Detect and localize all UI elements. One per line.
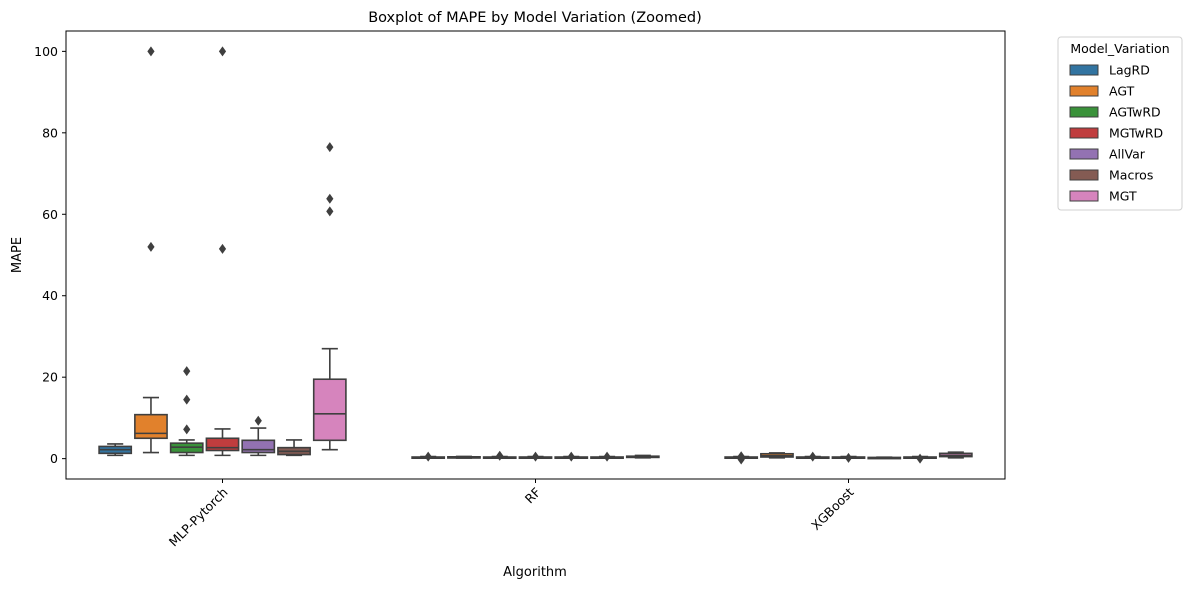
box-Macros-RF [590,451,624,462]
box-MGT-XGBoost [938,451,973,459]
box-AGTwRD-MLP-Pytorch [169,366,204,457]
box-MGTwRD-RF [518,451,553,462]
legend-item-Macros: Macros [1109,168,1153,183]
outlier-point [531,451,540,462]
legend-swatch-AGTwRD [1069,106,1099,118]
box-LagRD-XGBoost [724,451,759,465]
x-tick-label: MLP-Pytorch [166,485,231,550]
x-axis-label: Algorithm [503,565,567,580]
outlier-point [183,394,191,405]
box-Macros-MLP-Pytorch [277,439,311,457]
outlier-point [147,241,155,252]
box-AllVar-RF [554,451,589,462]
legend: Model_Variation LagRD AGT AGTwRD MGTwRD AllV… [1057,36,1183,211]
legend-swatch-LagRD [1069,64,1099,76]
axes: 0 20 40 60 80 100 MLP-Pytorch RF XGBoost [34,30,1006,550]
outlier-point [254,415,262,426]
outlier-point [147,46,155,57]
x-tick-label: RF [522,485,544,507]
box-AGTwRD-XGBoost [795,451,830,462]
y-axis-label: MAPE [10,237,25,273]
box-AllVar-XGBoost [867,456,902,460]
box-MGTwRD-MLP-Pytorch [205,46,240,457]
legend-item-LagRD: LagRD [1109,63,1150,78]
y-tick-label: 0 [50,451,58,466]
box-iqr [205,437,240,452]
outlier-point [183,424,191,435]
legend-item-MGTwRD: MGTwRD [1109,126,1163,141]
y-tick-label: 40 [42,288,58,303]
y-tick-label: 60 [42,207,58,222]
x-tick-label: XGBoost [808,484,857,533]
box-iqr [134,413,168,440]
outlier-point [603,451,611,462]
outlier-point [326,142,334,153]
outlier-point [916,453,924,464]
box-LagRD-RF [411,451,446,462]
legend-swatch-AGT [1069,85,1099,97]
box-LagRD-MLP-Pytorch [98,443,133,457]
y-tick-label: 20 [42,370,58,385]
box-MGT-RF [625,454,660,459]
box-AGTwRD-RF [482,450,517,461]
outlier-point [809,451,817,462]
box-iqr [312,378,347,442]
box-Macros-XGBoost [903,453,937,464]
y-tick-label: 100 [34,44,58,59]
outlier-point [218,243,227,254]
plot-frame [65,30,1006,480]
legend-item-AGTwRD: AGTwRD [1109,105,1161,120]
outlier-point [496,450,504,461]
plot-area [98,46,973,465]
outlier-point [737,454,745,465]
box-iqr [241,439,276,454]
legend-item-MGT: MGT [1109,189,1137,204]
outlier-point [567,451,575,462]
box-AllVar-MLP-Pytorch [241,415,276,457]
outlier-point [844,452,853,463]
outlier-point [424,451,432,462]
legend-item-AllVar: AllVar [1109,147,1146,162]
outlier-point [183,366,191,377]
legend-title: Model_Variation [1070,41,1169,56]
outlier-point [326,206,334,217]
legend-swatch-AllVar [1069,148,1099,160]
box-MGT-MLP-Pytorch [312,142,347,451]
legend-swatch-MGTwRD [1069,127,1099,139]
legend-box [1057,36,1183,211]
box-MGTwRD-XGBoost [831,452,866,463]
outlier-point [218,46,227,57]
legend-swatch-MGT [1069,190,1099,202]
chart-title: Boxplot of MAPE by Model Variation (Zoom… [368,10,702,26]
box-AGT-XGBoost [760,452,794,459]
legend-swatch-Macros [1069,169,1099,181]
y-tick-label: 80 [42,125,58,140]
box-AGT-RF [447,455,481,459]
legend-item-AGT: AGT [1109,84,1135,99]
box-AGT-MLP-Pytorch [134,46,168,454]
outlier-point [326,193,334,204]
